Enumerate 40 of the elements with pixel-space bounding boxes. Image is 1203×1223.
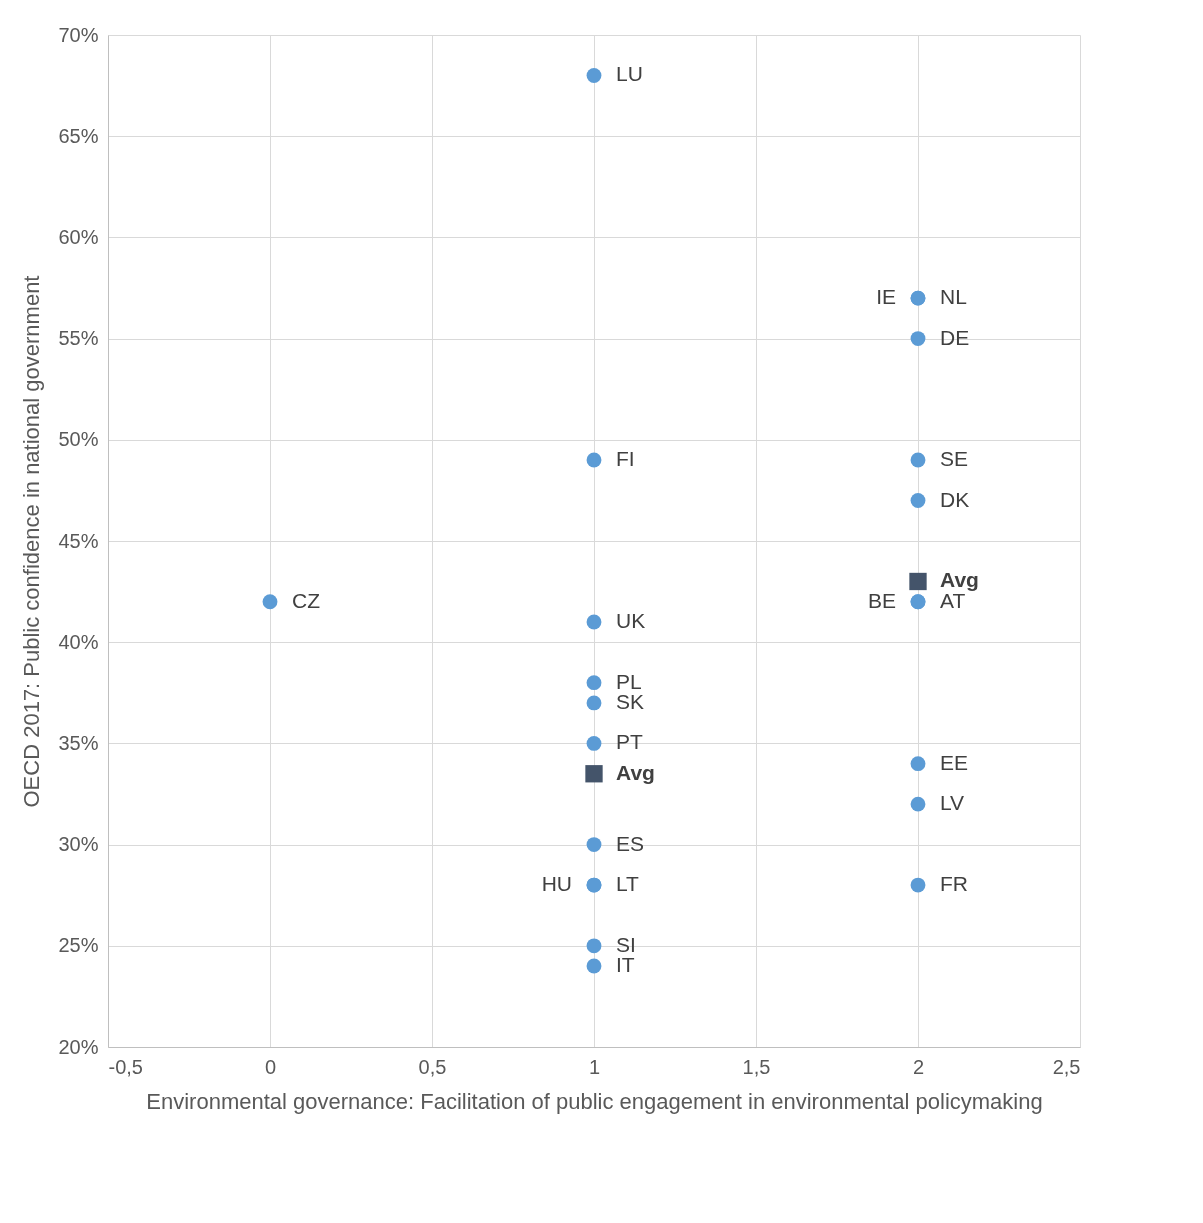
y-tick-label: 60% (58, 225, 99, 248)
x-tick-label: 0 (264, 1055, 277, 1078)
y-tick-label: 55% (58, 327, 99, 350)
y-tick-label: 65% (58, 124, 99, 147)
annotation: NL (940, 285, 967, 309)
annotation: DE (940, 325, 970, 349)
annotation: LV (940, 791, 965, 815)
y-tick-label: 35% (58, 731, 99, 754)
y-tick-label: 45% (58, 529, 99, 552)
annotation: UK (616, 608, 646, 632)
annotation: ES (616, 831, 645, 855)
annotation: PT (616, 730, 644, 754)
annotation: CZ (292, 588, 321, 612)
annotation: FI (616, 447, 635, 471)
x-tick-label: 1 (588, 1055, 601, 1078)
annotation: Avg (616, 760, 655, 784)
y-tick-label: 50% (58, 428, 99, 451)
y-tick-label: 25% (58, 934, 99, 957)
annotation: DK (940, 487, 970, 511)
y-axis-title: OECD 2017: Public confidence in national government (19, 275, 45, 808)
annotation: HU (541, 872, 572, 896)
y-tick-label: 40% (58, 630, 99, 653)
annotation: FR (940, 872, 968, 896)
annotation: SI (616, 932, 636, 956)
y-tick-label: 30% (58, 833, 99, 856)
x-tick-label: 2,5 (1052, 1055, 1081, 1078)
annotation: LU (616, 62, 643, 86)
x-tick-label: 0,5 (418, 1055, 447, 1078)
annotation: EE (940, 750, 969, 774)
annotation: LT (616, 872, 640, 896)
x-tick-label: 1,5 (742, 1055, 771, 1078)
annotation: BE (867, 588, 896, 612)
x-axis-title: Environmental governance: Facilitation of public engagement in environmental policymaking (146, 1088, 1043, 1114)
x-tick-label: -0,5 (108, 1055, 143, 1078)
annotation: SE (940, 447, 969, 471)
annotation: IE (876, 285, 896, 309)
y-tick-label: 20% (58, 1035, 99, 1058)
annotation: IT (616, 953, 635, 977)
x-tick-label: 2 (912, 1055, 925, 1078)
y-tick-label: 70% (58, 23, 99, 46)
